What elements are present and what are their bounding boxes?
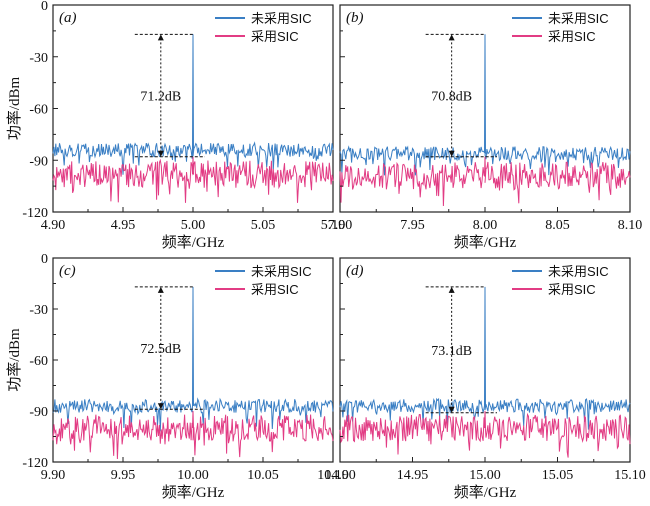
- series-line: [52, 286, 334, 432]
- y-tick-label: -30: [29, 51, 48, 66]
- y-tick-label: -60: [29, 354, 48, 369]
- series-line: [339, 410, 631, 458]
- x-tick-label: 5.05: [251, 218, 276, 233]
- x-tick-label: 8.10: [618, 218, 643, 233]
- panel-label: (b): [346, 10, 364, 26]
- x-tick-label: 5.00: [181, 218, 206, 233]
- series-line: [52, 156, 334, 203]
- x-tick-label: 5.10: [321, 218, 346, 233]
- annotation-arrow-head: [448, 286, 455, 293]
- panel-0: 71.2dB (a) 未采用SIC 采用SIC 4.90 4.95 5.00 5.05 5.10…: [6, 0, 345, 251]
- x-tick-label: 10.00: [177, 468, 209, 483]
- x-tick-label: 10.10: [317, 468, 349, 483]
- y-axis-label: 功率/dBm: [6, 328, 23, 392]
- legend-label: 采用SIC: [548, 282, 596, 297]
- annotation-label: 73.1dB: [431, 344, 472, 359]
- annotation-arrow-head: [157, 403, 164, 410]
- legend-label: 未采用SIC: [548, 264, 609, 279]
- annotation-label: 72.5dB: [140, 342, 181, 357]
- annotation-arrow-head: [157, 286, 164, 293]
- legend-label: 采用SIC: [548, 29, 596, 44]
- legend-label: 未采用SIC: [548, 11, 609, 26]
- x-tick-label: 15.00: [469, 468, 501, 483]
- series-line: [339, 286, 631, 430]
- x-axis-label: 频率/GHz: [454, 484, 517, 501]
- legend-label: 采用SIC: [251, 282, 299, 297]
- series-line: [339, 34, 631, 176]
- annotation-arrow-head: [448, 406, 455, 413]
- panel-label: (a): [59, 10, 77, 26]
- series-line: [52, 34, 334, 175]
- x-tick-label: 14.95: [397, 468, 429, 483]
- x-tick-label: 15.10: [614, 468, 646, 483]
- x-tick-label: 15.05: [542, 468, 574, 483]
- x-tick-label: 9.95: [111, 468, 136, 483]
- annotation-label: 70.8dB: [431, 90, 472, 105]
- y-tick-label: -60: [29, 103, 48, 118]
- legend-label: 未采用SIC: [251, 264, 312, 279]
- y-tick-label: -30: [29, 303, 48, 318]
- x-tick-label: 4.95: [111, 218, 136, 233]
- y-tick-label: -120: [22, 206, 48, 221]
- annotation-label: 71.2dB: [140, 90, 181, 105]
- y-tick-label: -90: [29, 405, 48, 420]
- annotation-arrow-head: [448, 34, 455, 41]
- x-axis-label: 频率/GHz: [162, 484, 225, 501]
- y-tick-label: -90: [29, 154, 48, 169]
- y-tick-label: 0: [41, 252, 48, 267]
- legend-label: 未采用SIC: [251, 11, 312, 26]
- x-tick-label: 8.00: [473, 218, 498, 233]
- y-tick-label: 0: [41, 0, 48, 14]
- x-tick-label: 7.90: [328, 218, 353, 233]
- x-tick-label: 10.05: [247, 468, 279, 483]
- annotation-arrow-head: [448, 150, 455, 157]
- series-line: [339, 156, 631, 207]
- annotation-arrow-head: [157, 150, 164, 157]
- y-axis-label: 功率/dBm: [6, 76, 23, 140]
- x-axis-label: 频率/GHz: [454, 234, 517, 251]
- x-tick-label: 9.90: [41, 468, 66, 483]
- panel-3: 73.1dB (d) 未采用SIC 采用SIC 14.90 14.95 15.00 15.05…: [324, 257, 646, 501]
- annotation-arrow-head: [157, 34, 164, 41]
- legend-label: 采用SIC: [251, 29, 299, 44]
- series-line: [52, 410, 334, 460]
- y-tick-label: -120: [22, 456, 48, 471]
- panel-label: (c): [59, 263, 76, 279]
- panel-2: 72.5dB (c) 未采用SIC 采用SIC 9.90 9.95 10.00 10.05 10…: [6, 252, 349, 501]
- panel-label: (d): [346, 263, 364, 279]
- panel-1: 70.8dB (b) 未采用SIC 采用SIC 7.90 7.95 8.00 8.05 8.10…: [328, 4, 643, 251]
- x-tick-label: 14.90: [324, 468, 356, 483]
- x-tick-label: 7.95: [400, 218, 425, 233]
- x-tick-label: 4.90: [41, 218, 66, 233]
- x-axis-label: 频率/GHz: [162, 234, 225, 251]
- x-tick-label: 8.05: [545, 218, 570, 233]
